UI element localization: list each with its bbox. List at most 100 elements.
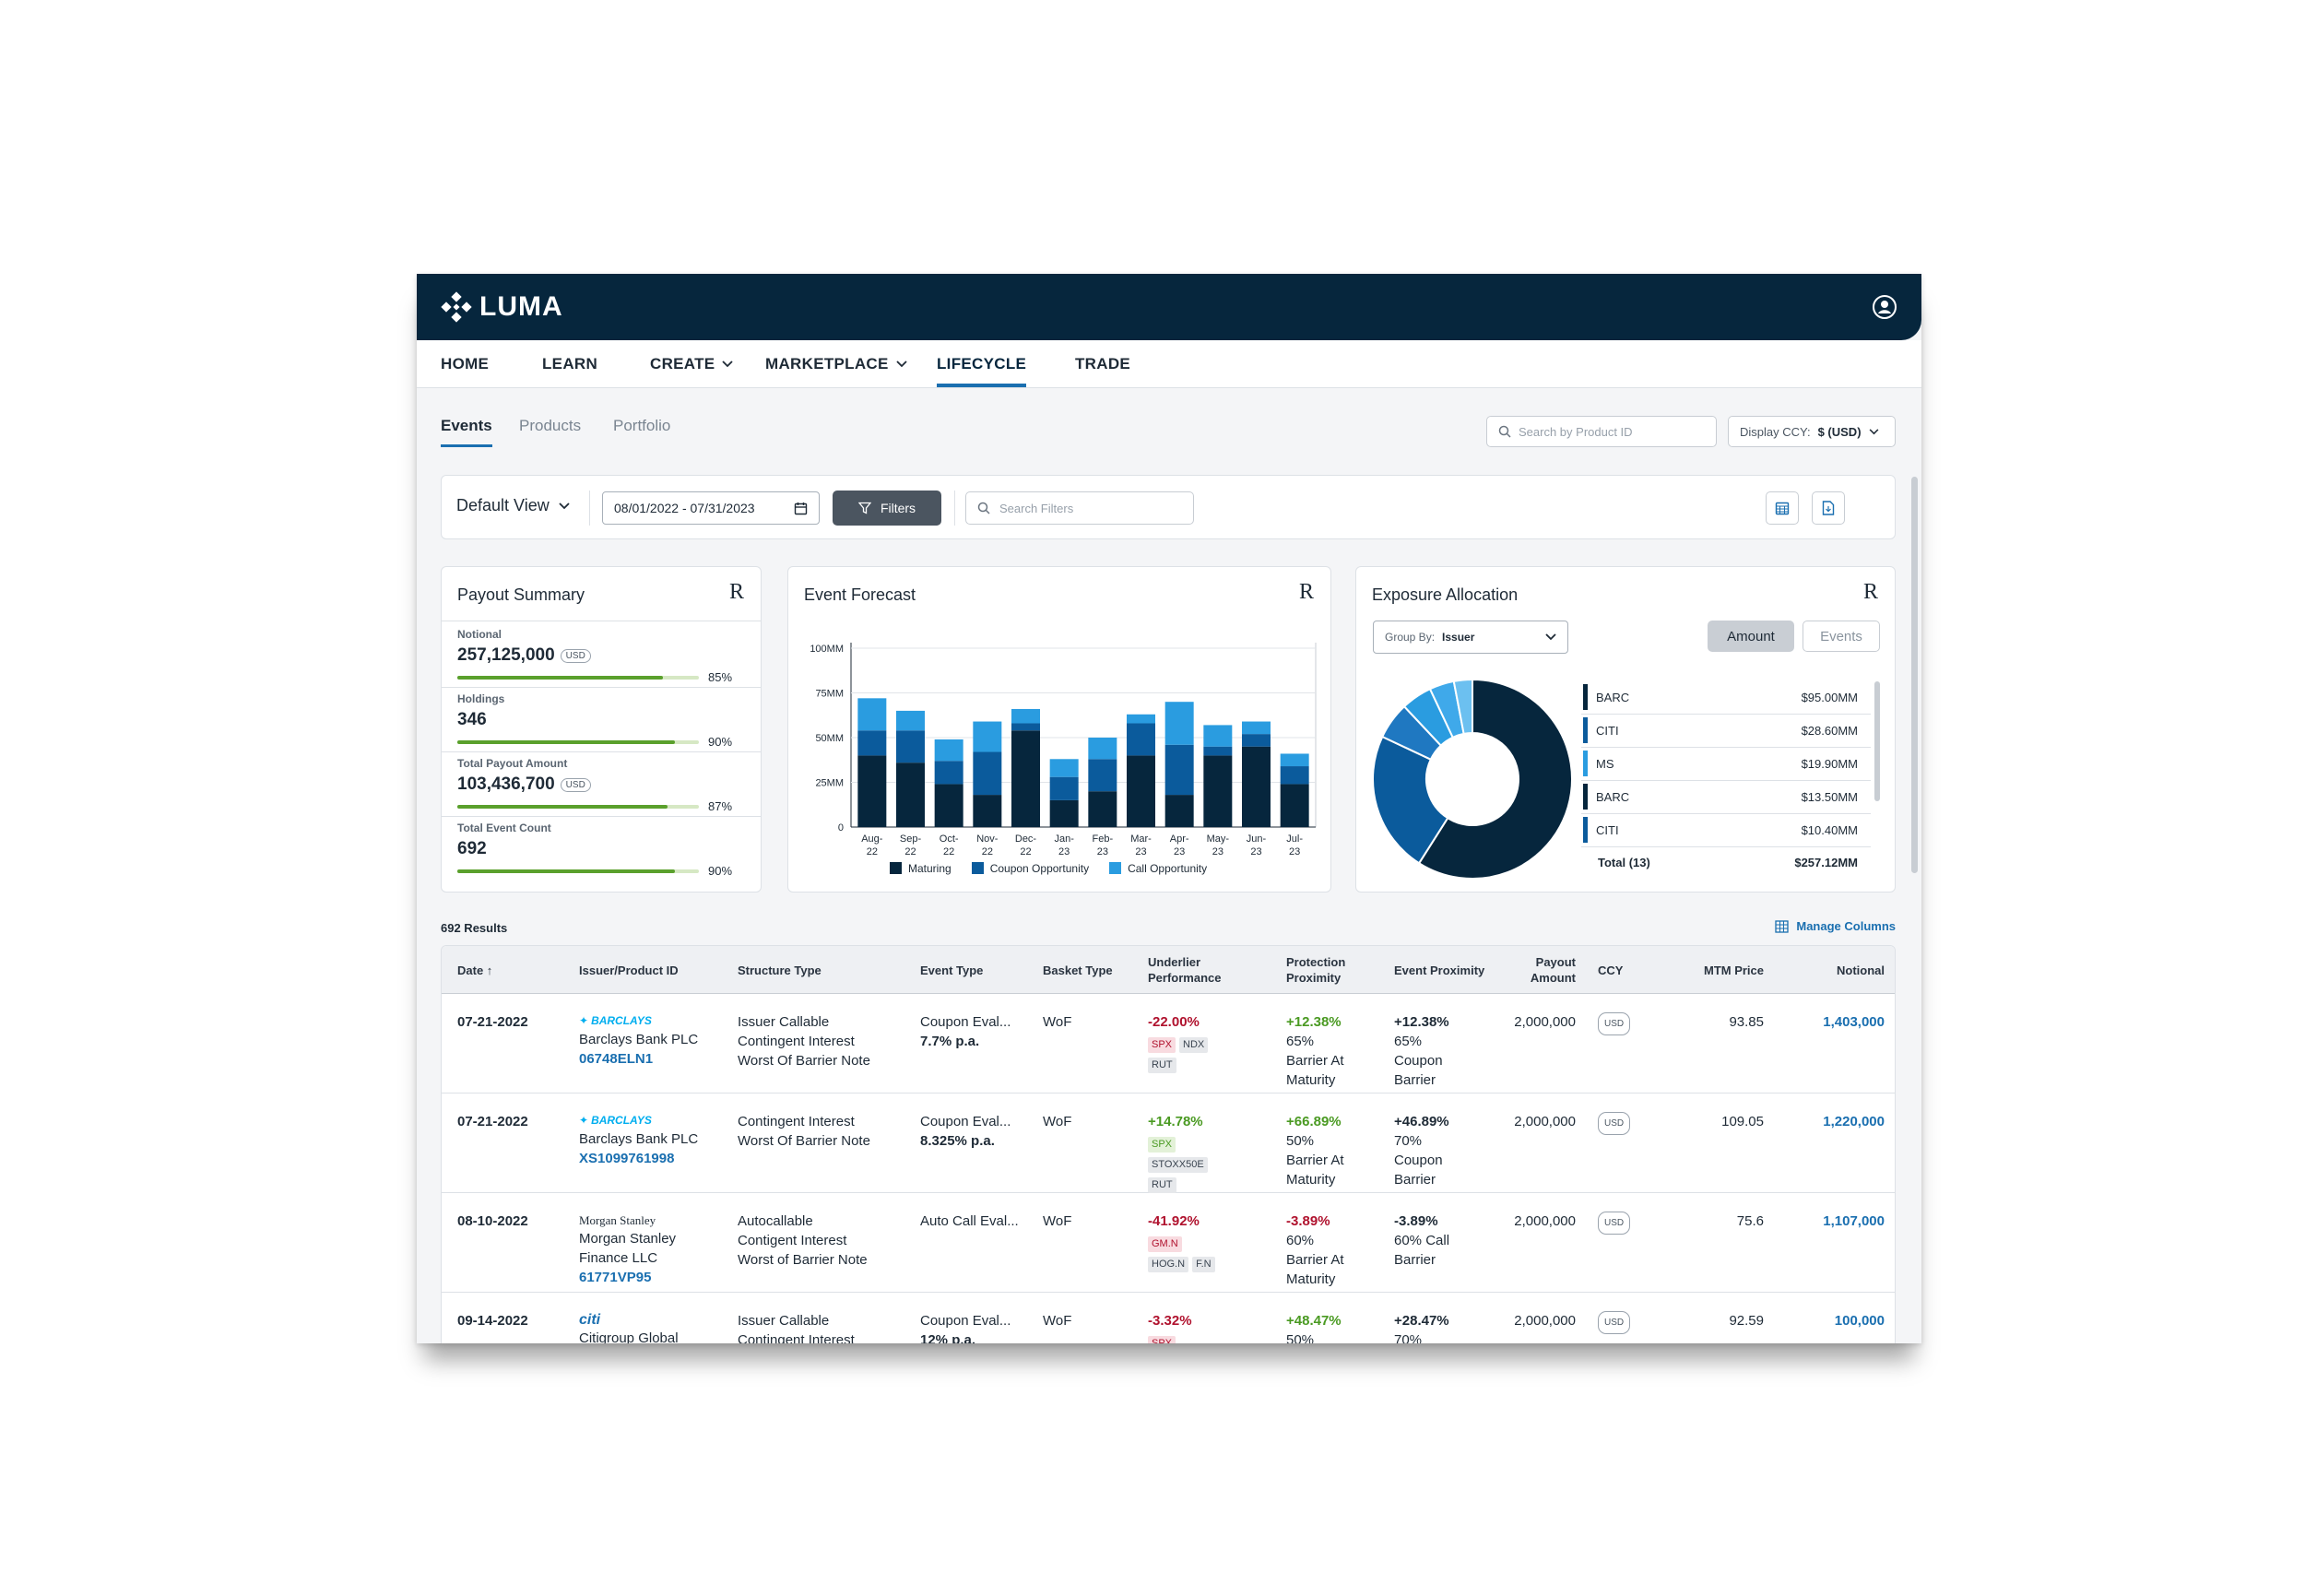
column-header[interactable]: MTM Price xyxy=(1635,946,1764,994)
bar-segment-coupon-opportunity[interactable] xyxy=(1203,746,1233,756)
bar-segment-maturing[interactable] xyxy=(896,763,925,827)
bar-segment-coupon-opportunity[interactable] xyxy=(1242,734,1271,747)
bar-segment-maturing[interactable] xyxy=(1164,795,1194,827)
bar-segment-coupon-opportunity[interactable] xyxy=(973,751,1002,796)
bar-segment-coupon-opportunity[interactable] xyxy=(1088,759,1117,792)
bar-segment-maturing[interactable] xyxy=(1203,755,1233,827)
table-row[interactable]: 07-21-2022 ✦ BARCLAYS Barclays Bank PLC XS10… xyxy=(442,1094,1895,1193)
nav-trade[interactable]: TRADE xyxy=(1075,340,1130,388)
underlier-tag[interactable]: RUT xyxy=(1148,1058,1176,1073)
bar-segment-call-opportunity[interactable] xyxy=(1088,738,1117,760)
bar-segment-coupon-opportunity[interactable] xyxy=(1127,723,1155,756)
exposure-row[interactable]: BARC $95.00MM xyxy=(1581,681,1871,715)
underlier-tag[interactable]: SPX xyxy=(1148,1037,1176,1053)
r-icon[interactable]: R xyxy=(1862,580,1878,604)
bar-segment-call-opportunity[interactable] xyxy=(1049,759,1079,777)
table-row[interactable]: 09-14-2022 citi Citigroup Global Issuer Cal… xyxy=(442,1293,1895,1343)
underlier-tag[interactable]: F.N xyxy=(1192,1257,1215,1272)
nav-create[interactable]: CREATE xyxy=(650,340,734,388)
product-id-link[interactable]: 61771VP95 xyxy=(579,1270,652,1285)
bar-segment-maturing[interactable] xyxy=(1049,799,1079,827)
bar-segment-coupon-opportunity[interactable] xyxy=(1280,766,1309,785)
bar-segment-maturing[interactable] xyxy=(1011,730,1040,827)
notional-link[interactable]: 1,107,000 xyxy=(1823,1213,1885,1229)
amount-toggle-button[interactable]: Amount xyxy=(1708,621,1794,652)
column-header[interactable]: Notional xyxy=(1755,946,1885,994)
bar-segment-call-opportunity[interactable] xyxy=(973,721,1002,752)
bar-segment-maturing[interactable] xyxy=(1280,784,1309,827)
underlier-tag[interactable]: HOG.N xyxy=(1148,1257,1189,1272)
column-header[interactable]: Protection Proximity xyxy=(1286,946,1345,994)
bar-segment-call-opportunity[interactable] xyxy=(896,710,925,731)
product-id-link[interactable]: XS1099761998 xyxy=(579,1151,675,1166)
bar-segment-maturing[interactable] xyxy=(857,755,887,827)
nav-home[interactable]: HOME xyxy=(441,340,489,388)
exposure-row[interactable]: CITI $28.60MM xyxy=(1581,715,1871,748)
underlier-tag[interactable]: SPX xyxy=(1148,1137,1176,1153)
calendar-view-button[interactable] xyxy=(1766,491,1799,525)
r-icon[interactable]: R xyxy=(728,580,744,604)
exposure-row[interactable]: BARC $13.50MM xyxy=(1581,781,1871,814)
bar-segment-call-opportunity[interactable] xyxy=(1242,721,1271,735)
bar-segment-maturing[interactable] xyxy=(1088,791,1117,827)
page-scrollbar[interactable] xyxy=(1911,477,1918,873)
underlier-tag[interactable]: GM.N xyxy=(1148,1236,1182,1252)
exposure-row[interactable]: CITI $10.40MM xyxy=(1581,814,1871,847)
bar-segment-call-opportunity[interactable] xyxy=(1127,714,1155,724)
product-id-link[interactable]: 06748ELN1 xyxy=(579,1051,654,1067)
column-header[interactable]: Underlier Performance xyxy=(1148,946,1221,994)
group-by-select[interactable]: Group By: Issuer xyxy=(1373,621,1568,654)
column-header[interactable]: Date ↑ xyxy=(457,946,492,994)
bar-segment-call-opportunity[interactable] xyxy=(1011,708,1040,724)
bar-segment-coupon-opportunity[interactable] xyxy=(1011,723,1040,731)
r-icon[interactable]: R xyxy=(1298,580,1314,604)
column-header[interactable]: Event Type xyxy=(920,946,983,994)
tab-portfolio[interactable]: Portfolio xyxy=(613,417,671,434)
tab-events[interactable]: Events xyxy=(441,417,492,447)
date-range-input[interactable]: 08/01/2022 - 07/31/2023 xyxy=(602,491,820,525)
export-document-button[interactable] xyxy=(1812,491,1845,525)
notional-link[interactable]: 1,220,000 xyxy=(1823,1114,1885,1129)
donut-slice[interactable] xyxy=(1452,678,1473,736)
luma-logo[interactable]: LUMA xyxy=(441,290,563,324)
bar-segment-call-opportunity[interactable] xyxy=(1164,702,1194,745)
bar-segment-coupon-opportunity[interactable] xyxy=(1049,776,1079,800)
underlier-tag[interactable]: RUT xyxy=(1148,1177,1176,1193)
underlier-tag[interactable]: NDX xyxy=(1179,1037,1209,1053)
column-header[interactable]: Payout Amount xyxy=(1447,946,1576,994)
column-header[interactable]: Issuer/Product ID xyxy=(579,946,679,994)
underlier-tag[interactable]: STOXX50E xyxy=(1148,1157,1208,1173)
column-header[interactable]: Structure Type xyxy=(738,946,822,994)
bar-segment-maturing[interactable] xyxy=(1242,746,1271,827)
nav-marketplace[interactable]: MARKETPLACE xyxy=(765,340,907,388)
nav-learn[interactable]: LEARN xyxy=(542,340,597,388)
bar-segment-maturing[interactable] xyxy=(1127,755,1155,827)
product-id-search-input[interactable]: Search by Product ID xyxy=(1486,416,1717,447)
column-header[interactable]: CCY xyxy=(1598,946,1623,994)
bar-segment-maturing[interactable] xyxy=(934,784,963,827)
notional-link[interactable]: 100,000 xyxy=(1834,1313,1885,1329)
table-row[interactable]: 08-10-2022 Morgan Stanley Morgan Stanley Fi… xyxy=(442,1193,1895,1293)
bar-segment-call-opportunity[interactable] xyxy=(1203,725,1233,747)
bar-segment-coupon-opportunity[interactable] xyxy=(857,730,887,756)
bar-segment-coupon-opportunity[interactable] xyxy=(934,761,963,785)
exposure-list-scrollbar[interactable] xyxy=(1874,681,1880,801)
table-row[interactable]: 07-21-2022 ✦ BARCLAYS Barclays Bank PLC 0674… xyxy=(442,994,1895,1094)
column-header[interactable]: Event Proximity xyxy=(1394,946,1484,994)
bar-segment-maturing[interactable] xyxy=(973,795,1002,827)
bar-segment-coupon-opportunity[interactable] xyxy=(1164,744,1194,796)
donut-slice[interactable] xyxy=(1417,678,1573,880)
bar-segment-coupon-opportunity[interactable] xyxy=(896,730,925,763)
underlier-tag[interactable]: SPX xyxy=(1148,1336,1176,1343)
events-toggle-button[interactable]: Events xyxy=(1803,621,1880,652)
bar-segment-call-opportunity[interactable] xyxy=(857,698,887,731)
view-select[interactable]: Default View xyxy=(456,496,570,515)
search-filters-input[interactable]: Search Filters xyxy=(965,491,1194,525)
filters-button[interactable]: Filters xyxy=(833,491,941,526)
bar-segment-call-opportunity[interactable] xyxy=(1280,753,1309,767)
donut-slice[interactable] xyxy=(1372,735,1449,865)
nav-lifecycle[interactable]: LIFECYCLE xyxy=(937,340,1027,388)
exposure-row[interactable]: MS $19.90MM xyxy=(1581,748,1871,781)
bar-segment-call-opportunity[interactable] xyxy=(934,739,963,762)
column-header[interactable]: Basket Type xyxy=(1043,946,1113,994)
